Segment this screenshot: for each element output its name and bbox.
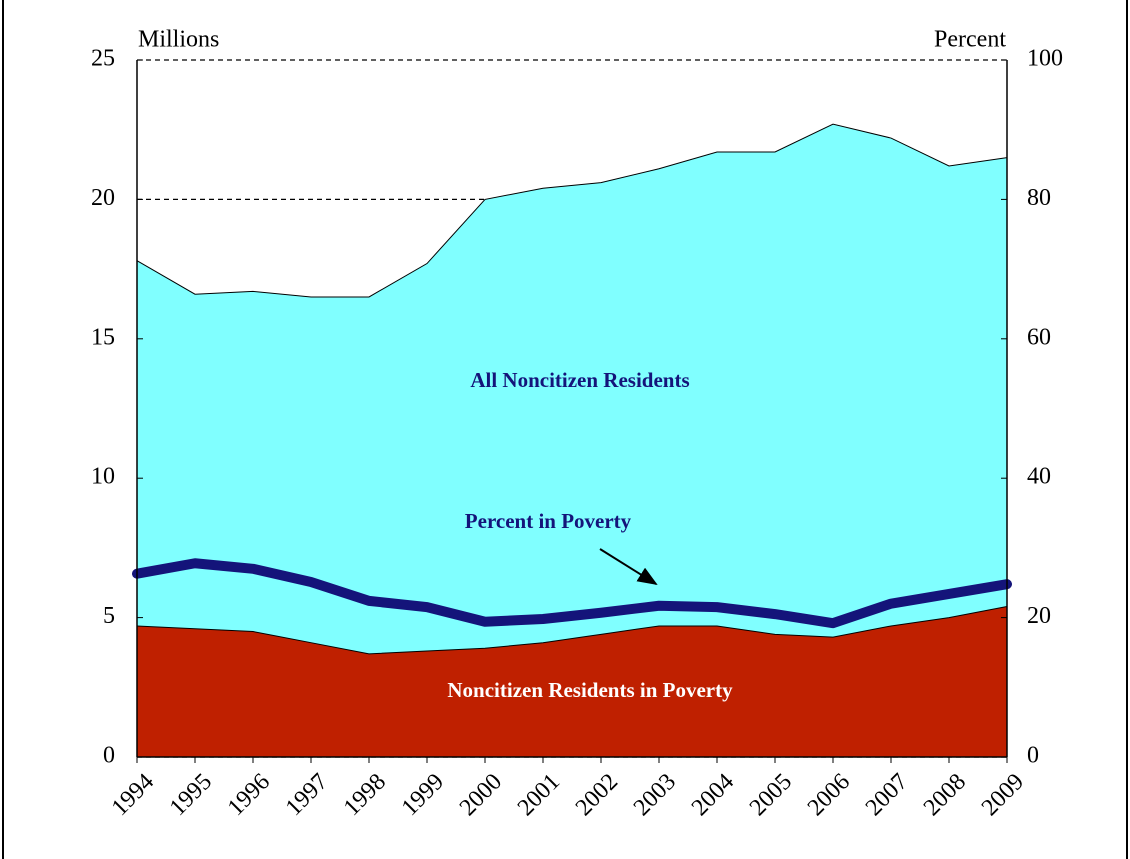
- annotation-arrow: [599, 548, 658, 586]
- x-tick-label: 2002: [571, 769, 623, 821]
- y-tick-label: 10: [91, 464, 115, 490]
- area-outline: [136, 123, 1008, 298]
- x-tick-label: 2007: [861, 769, 913, 821]
- plot-area: [132, 59, 1012, 763]
- area-outline: [136, 605, 1008, 655]
- x-tick-label: 1995: [165, 769, 217, 821]
- x-tick-label: 2008: [919, 769, 971, 821]
- x-tick-label: 1994: [107, 769, 159, 821]
- x-tick-label: 2009: [977, 769, 1029, 821]
- series-label: Noncitizen Residents in Poverty: [447, 678, 733, 702]
- y2-tick-label: 40: [1027, 464, 1051, 490]
- y-tick-label: 20: [91, 185, 115, 211]
- y2-axis-label: Percent: [934, 27, 1006, 53]
- y2-tick-label: 20: [1027, 603, 1051, 629]
- x-tick-label: 1997: [281, 769, 333, 821]
- y-tick-label: 15: [91, 324, 115, 350]
- x-tick-label: 1999: [397, 769, 449, 821]
- x-tick-label: 2005: [745, 769, 797, 821]
- line: [132, 558, 1012, 629]
- area: [137, 606, 1007, 757]
- x-tick-label: 2006: [803, 769, 855, 821]
- y-axis-label: Millions: [138, 27, 219, 53]
- x-tick-label: 1998: [339, 769, 391, 821]
- series-label: All Noncitizen Residents: [470, 368, 689, 392]
- series-label: Percent in Poverty: [465, 509, 632, 533]
- y-tick-label: 5: [103, 603, 115, 629]
- x-tick-label: 2001: [513, 769, 565, 821]
- y2-tick-label: 60: [1027, 324, 1051, 350]
- x-tick-label: 2003: [629, 769, 681, 821]
- y-tick-label: 25: [91, 46, 115, 72]
- y-tick-label: 0: [103, 743, 115, 769]
- y2-tick-label: 100: [1027, 46, 1063, 72]
- y2-tick-label: 80: [1027, 185, 1051, 211]
- y2-tick-label: 0: [1027, 743, 1039, 769]
- x-tick-label: 1996: [223, 769, 275, 821]
- x-tick-label: 2000: [455, 769, 507, 821]
- x-tick-label: 2004: [687, 769, 739, 821]
